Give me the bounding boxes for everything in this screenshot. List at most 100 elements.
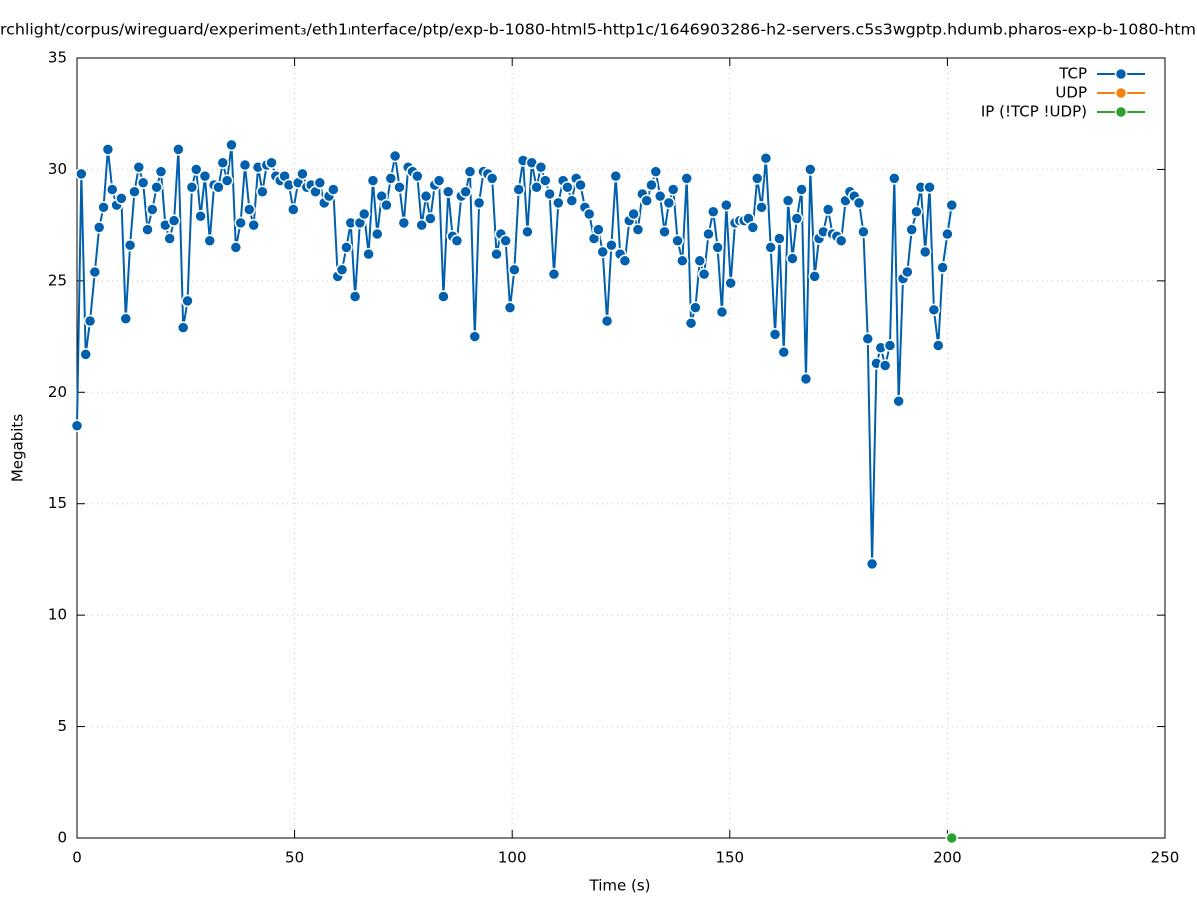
data-point bbox=[432, 174, 446, 187]
data-point bbox=[918, 245, 932, 259]
data-point bbox=[463, 165, 477, 178]
x-tick-label: 150 bbox=[715, 849, 744, 867]
y-tick-label: 35 bbox=[48, 49, 67, 67]
data-point bbox=[852, 196, 866, 210]
x-tick-label: 250 bbox=[1151, 849, 1180, 867]
data-point bbox=[450, 234, 464, 247]
data-point bbox=[857, 225, 870, 239]
data-point bbox=[366, 174, 380, 187]
data-point bbox=[640, 194, 653, 207]
legend-marker bbox=[1114, 105, 1128, 119]
data-point bbox=[393, 181, 406, 194]
data-point bbox=[702, 227, 715, 241]
data-point bbox=[203, 234, 216, 247]
y-tick-label: 0 bbox=[57, 829, 67, 847]
data-point bbox=[287, 203, 300, 216]
data-point bbox=[945, 831, 959, 845]
data-point bbox=[238, 158, 252, 172]
data-point bbox=[746, 221, 760, 234]
data-point bbox=[150, 181, 163, 194]
data-point bbox=[92, 221, 106, 234]
data-point bbox=[380, 198, 393, 212]
data-point bbox=[176, 321, 190, 334]
x-tick-label: 50 bbox=[285, 849, 304, 867]
data-point bbox=[750, 172, 764, 185]
data-point bbox=[786, 252, 799, 265]
data-point bbox=[437, 290, 450, 303]
data-point bbox=[499, 234, 512, 247]
data-point bbox=[861, 332, 875, 346]
data-point bbox=[759, 152, 773, 165]
data-point bbox=[83, 314, 97, 328]
data-point bbox=[247, 218, 260, 232]
data-point bbox=[724, 276, 737, 290]
data-point bbox=[503, 301, 517, 314]
data-point bbox=[901, 265, 914, 279]
data-point bbox=[411, 169, 424, 183]
y-tick-label: 20 bbox=[48, 383, 67, 401]
data-point bbox=[693, 254, 707, 268]
data-point bbox=[547, 267, 561, 281]
data-point bbox=[172, 143, 185, 156]
data-point bbox=[265, 156, 278, 169]
data-point bbox=[424, 212, 437, 225]
data-point bbox=[132, 160, 146, 174]
data-point bbox=[225, 138, 238, 152]
data-point bbox=[552, 196, 565, 210]
y-tick-label: 5 bbox=[57, 717, 67, 735]
data-point bbox=[539, 174, 552, 187]
data-point bbox=[468, 330, 482, 343]
data-point bbox=[888, 172, 901, 185]
data-point bbox=[645, 178, 658, 192]
data-point bbox=[296, 167, 309, 181]
data-point bbox=[97, 201, 110, 214]
data-point bbox=[419, 189, 433, 203]
y-tick-label: 30 bbox=[48, 160, 67, 178]
data-point bbox=[821, 203, 835, 216]
plot-border bbox=[76, 57, 1166, 839]
x-axis-label: Time (s) bbox=[589, 877, 651, 895]
data-point bbox=[119, 312, 132, 325]
y-axis-label: Megabits bbox=[9, 414, 27, 482]
data-point bbox=[194, 209, 207, 223]
data-point bbox=[662, 196, 676, 210]
data-point bbox=[388, 149, 402, 163]
data-point bbox=[106, 183, 119, 196]
data-point bbox=[128, 185, 141, 198]
data-point bbox=[600, 314, 614, 328]
data-point bbox=[415, 218, 428, 232]
data-point bbox=[680, 172, 693, 185]
data-point bbox=[834, 234, 848, 247]
data-point bbox=[892, 394, 905, 408]
y-tick-label: 15 bbox=[48, 494, 67, 512]
data-point bbox=[605, 238, 618, 252]
data-point bbox=[596, 245, 609, 259]
data-point bbox=[649, 165, 663, 178]
data-point bbox=[163, 232, 176, 245]
data-point bbox=[773, 232, 786, 245]
legend-label: TCP bbox=[1058, 65, 1087, 83]
data-point bbox=[79, 348, 92, 361]
data-point bbox=[697, 267, 711, 281]
data-point bbox=[720, 198, 733, 212]
data-point bbox=[883, 339, 897, 352]
data-point bbox=[671, 234, 684, 247]
data-point bbox=[910, 205, 923, 219]
data-point bbox=[941, 227, 954, 241]
data-point bbox=[212, 181, 225, 194]
data-point bbox=[384, 172, 398, 185]
data-point bbox=[878, 359, 892, 372]
data-point bbox=[216, 156, 230, 169]
legend-marker bbox=[1114, 86, 1128, 100]
data-point bbox=[75, 167, 88, 181]
data-point bbox=[335, 263, 349, 276]
data-point bbox=[592, 223, 605, 236]
data-point bbox=[88, 265, 102, 279]
data-point bbox=[543, 187, 556, 201]
legend-marker bbox=[1114, 67, 1128, 81]
data-point bbox=[357, 207, 371, 221]
x-tick-label: 200 bbox=[933, 849, 962, 867]
data-point bbox=[804, 163, 817, 176]
data-point bbox=[768, 328, 782, 341]
data-point bbox=[340, 241, 353, 254]
